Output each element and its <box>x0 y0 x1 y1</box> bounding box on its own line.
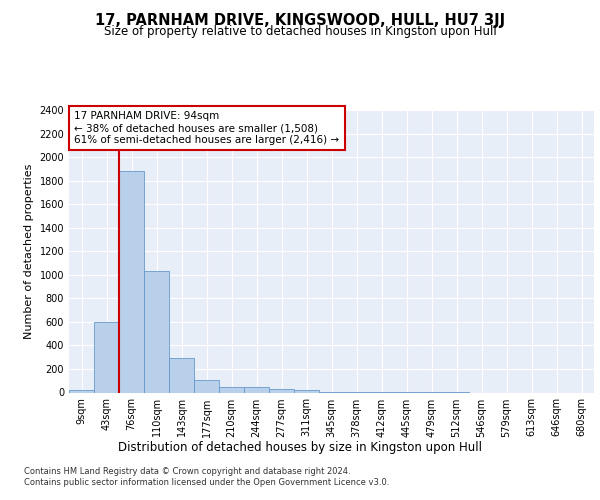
Bar <box>269 389 294 392</box>
Text: Contains HM Land Registry data © Crown copyright and database right 2024.
Contai: Contains HM Land Registry data © Crown c… <box>24 468 389 487</box>
Bar <box>219 386 244 392</box>
Y-axis label: Number of detached properties: Number of detached properties <box>24 164 34 339</box>
Text: 17, PARNHAM DRIVE, KINGSWOOD, HULL, HU7 3JJ: 17, PARNHAM DRIVE, KINGSWOOD, HULL, HU7 … <box>95 12 505 28</box>
Text: Distribution of detached houses by size in Kingston upon Hull: Distribution of detached houses by size … <box>118 441 482 454</box>
Bar <box>119 171 144 392</box>
Bar <box>144 272 169 392</box>
Bar <box>244 387 269 392</box>
Bar <box>94 322 119 392</box>
Bar <box>194 380 219 392</box>
Bar <box>294 390 319 392</box>
Text: 17 PARNHAM DRIVE: 94sqm
← 38% of detached houses are smaller (1,508)
61% of semi: 17 PARNHAM DRIVE: 94sqm ← 38% of detache… <box>74 112 340 144</box>
Bar <box>169 358 194 392</box>
Text: Size of property relative to detached houses in Kingston upon Hull: Size of property relative to detached ho… <box>104 25 496 38</box>
Bar <box>69 390 94 392</box>
